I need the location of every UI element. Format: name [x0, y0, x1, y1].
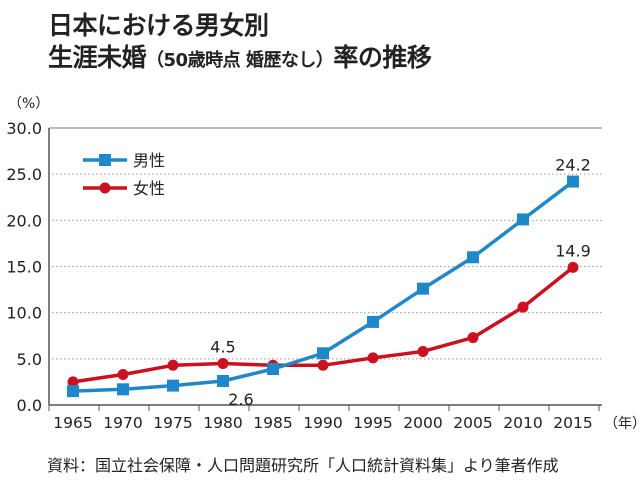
gridlines — [52, 173, 602, 360]
data-label: 14.9 — [555, 241, 591, 260]
data-label: 4.5 — [210, 337, 235, 356]
data-point-female — [167, 359, 179, 371]
x-tick-label: 1970 — [103, 414, 142, 432]
data-point-male — [467, 251, 479, 264]
legend-label: 女性 — [133, 179, 165, 198]
y-tick-label: 20.0 — [6, 211, 42, 230]
data-point-female — [567, 261, 579, 273]
x-tick-label: 1995 — [353, 414, 392, 432]
x-tick-label: 1990 — [303, 414, 342, 432]
x-tick-label: 1985 — [253, 414, 292, 432]
x-tick-label: 1980 — [203, 414, 242, 432]
annotations: 4.5 2.6 24.2 14.9 — [210, 156, 591, 409]
y-tick-label: 10.0 — [6, 304, 42, 323]
x-tick-label: 2010 — [503, 414, 542, 432]
data-point-female — [217, 357, 229, 369]
y-tick-label: 25.0 — [6, 165, 42, 184]
x-tick-label: 2015 — [553, 414, 592, 432]
x-axis-label: （年） — [604, 416, 639, 432]
title-paren: （50歳時点 婚歴なし） — [146, 50, 334, 71]
title-main: 生涯未婚 — [48, 43, 147, 72]
legend-label: 男性 — [133, 151, 165, 170]
data-point-female — [517, 301, 529, 313]
title-tail: 率の推移 — [333, 43, 432, 72]
data-point-female — [117, 369, 129, 381]
source-note: 資料：国立社会保障・人口問題研究所「人口統計資料集」より筆者作成 — [47, 456, 559, 475]
series-layer — [67, 175, 579, 398]
data-point-male — [567, 175, 579, 188]
chart-title-line2: 生涯未婚（50歳時点 婚歴なし）率の推移 — [48, 38, 432, 74]
legend-marker-circle-icon — [99, 182, 111, 194]
data-point-female — [367, 352, 379, 364]
x-tick-label: 1965 — [53, 414, 92, 432]
y-axis-label: （%） — [8, 96, 49, 112]
legend-marker-square-icon — [99, 154, 111, 166]
data-point-female — [467, 332, 479, 344]
data-point-male — [517, 213, 529, 226]
data-label: 24.2 — [555, 156, 591, 175]
data-point-female — [67, 376, 79, 388]
series-line-male — [72, 180, 575, 393]
x-tick-label: 2000 — [403, 414, 442, 432]
y-tick-label: 0.0 — [17, 396, 42, 415]
data-point-male — [417, 282, 429, 295]
y-tick-label: 30.0 — [6, 119, 42, 138]
x-tick-label: 2005 — [453, 414, 492, 432]
data-point-male — [317, 347, 329, 360]
x-axis-ticks: 1965 1970 1975 1980 1985 1990 1995 2000 2005 2010… — [48, 405, 639, 432]
y-tick-label: 5.0 — [17, 350, 42, 369]
data-point-male — [167, 379, 179, 392]
data-point-male — [67, 385, 79, 398]
y-axis-ticks: 0.0 5.0 10.0 15.0 20.0 25.0 30.0 — [6, 119, 42, 415]
data-label: 2.6 — [228, 390, 253, 409]
axes: （%） — [8, 96, 602, 406]
chart-title-line1: 日本における男女別 — [48, 11, 269, 40]
data-point-male — [217, 374, 229, 387]
data-point-male — [267, 362, 279, 375]
y-tick-label: 15.0 — [6, 258, 42, 277]
data-point-female — [417, 345, 429, 357]
data-point-male — [367, 315, 379, 328]
data-point-male — [117, 383, 129, 396]
x-tick-label: 1975 — [153, 414, 192, 432]
data-point-female — [317, 359, 329, 371]
